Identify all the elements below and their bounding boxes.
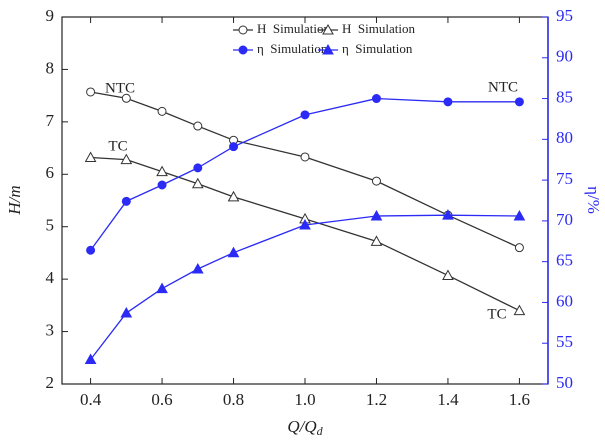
point [227,246,240,258]
y-tick-label: 8 [46,58,55,77]
point [322,23,334,35]
annotation: NTC [105,80,135,96]
point [227,190,240,202]
point [229,142,239,152]
x-tick-label: 1.2 [366,390,387,409]
legend-label: H Simulation [342,21,415,36]
point [86,87,96,97]
point [514,243,524,253]
x-axis-label: Q/Qd [287,417,323,438]
point [120,307,133,318]
y2-tick-label: 55 [556,332,573,351]
point [84,151,97,163]
point [157,106,167,116]
x-axis-label-main: Q/Q [287,417,316,436]
point [300,152,310,162]
point [442,269,454,280]
y-tick-label: 3 [46,320,55,339]
y-axis-label: H/m [5,185,24,215]
point [191,262,204,274]
point [513,209,526,221]
series-line [90,214,520,360]
y2-tick-label: 60 [556,291,573,310]
y2-tick-label: 50 [556,373,573,392]
x-tick-label: 0.6 [151,390,172,409]
y-tick-label: 2 [46,373,55,392]
point [443,97,453,107]
point [238,25,248,35]
point [120,153,133,165]
y-tick-label: 5 [46,216,55,235]
point [300,110,310,120]
x-tick-label: 1.4 [437,390,459,409]
point [371,176,381,186]
point [121,196,131,206]
x-tick-label: 0.4 [80,390,102,409]
point [191,177,204,189]
point [322,43,334,55]
point [121,93,131,103]
point [238,45,248,55]
annotation: NTC [488,79,518,95]
point [299,218,311,230]
x-tick-label: 1.0 [294,390,315,409]
y2-tick-label: 75 [556,169,573,188]
point [86,245,96,255]
legend-label: η Simulation [342,41,413,56]
y-tick-label: 7 [46,111,55,130]
y-tick-label: 4 [46,268,55,287]
y2-tick-label: 70 [556,210,573,229]
point [370,209,383,221]
x-tick-label: 1.6 [509,390,530,409]
plot-frame [61,16,549,385]
annotation: TC [487,306,506,322]
y2-tick-label: 80 [556,128,573,147]
annotation: TC [108,138,127,154]
point [370,235,383,246]
point [193,121,203,131]
series-line [90,156,520,312]
point [442,209,454,220]
point [156,165,168,177]
point [156,282,168,294]
point [193,163,203,173]
point [371,94,381,104]
x-axis-label-sub: d [317,424,324,438]
y2-tick-label: 85 [556,87,573,106]
y-tick-label: 6 [46,163,55,182]
point [84,353,97,365]
y2-tick-label: 65 [556,251,573,270]
y2-axis-label: η/% [584,186,603,214]
point [513,304,526,316]
legend-label: η Simulation [257,41,328,56]
x-tick-label: 0.8 [223,390,244,409]
legend-label: H Simulation [257,21,330,36]
y2-tick-label: 95 [556,6,573,25]
point [157,180,167,190]
point [514,97,524,107]
y2-tick-label: 90 [556,47,573,66]
y-tick-label: 9 [46,6,55,25]
